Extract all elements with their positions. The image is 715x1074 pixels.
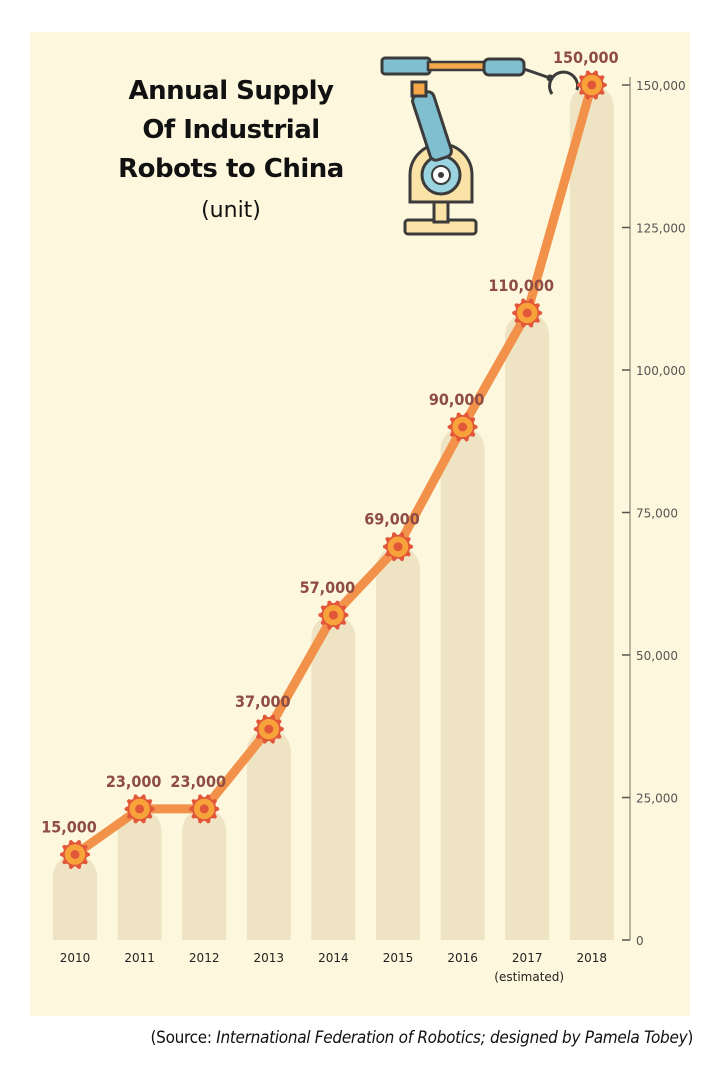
bar-2013: [246, 729, 291, 940]
bars-layer: [53, 85, 614, 940]
marker-2010: [60, 839, 90, 870]
x-tick-label-2012: 2012: [189, 951, 220, 965]
data-label-2016: 90,000: [429, 390, 485, 409]
bar-2011: [117, 808, 162, 940]
data-label-2010: 15,000: [41, 818, 97, 837]
chart-title-line-1: Annual Supply: [128, 76, 334, 106]
data-label-2015: 69,000: [364, 510, 420, 529]
marker-2017: [512, 298, 543, 328]
data-label-2011: 23,000: [106, 772, 162, 791]
y-tick-label: 0: [636, 934, 644, 948]
marker-2013: [253, 714, 284, 744]
y-tick-label: 25,000: [636, 792, 678, 806]
x-tick-label-2011: 2011: [124, 951, 155, 965]
y-tick-label: 150,000: [636, 79, 686, 93]
bar-2014: [311, 615, 356, 940]
bar-2017: [505, 313, 550, 940]
chart-panel: 0 25,000 50,000 75,000 100,000 125,000 150,000…: [30, 32, 690, 1016]
source-organization: International Federation of Robotics: [216, 1028, 481, 1048]
bar-2012: [182, 808, 227, 940]
line-chart: 0 25,000 50,000 75,000 100,000 125,000 150,000…: [41, 48, 686, 984]
data-label-2017: 110,000: [488, 276, 554, 295]
source-caption: (Source: International Federation of Rob…: [150, 1028, 693, 1048]
x-tick-label-2017: 2017: [512, 951, 543, 965]
data-label-2012: 23,000: [170, 772, 226, 791]
data-label-2013: 37,000: [235, 692, 291, 711]
bar-2010: [53, 854, 97, 940]
marker-2016: [447, 412, 478, 442]
marker-2015: [383, 532, 413, 562]
x-axis: 2010 2011 2012 2013 2014 2015 2016 2017 (estimat…: [60, 951, 607, 984]
data-label-2014: 57,000: [300, 578, 356, 597]
y-axis: 0 25,000 50,000 75,000 100,000 125,000 150,000: [622, 77, 686, 948]
bar-2015: [376, 546, 420, 940]
data-labels-layer: 15,000 23,000 23,000 37,000 57,000 69,000 90,0…: [41, 48, 618, 837]
y-tick-label: 125,000: [636, 222, 686, 236]
data-label-2018: 150,000: [553, 48, 619, 67]
marker-2012: [189, 794, 220, 824]
x-tick-label-2016: 2016: [447, 951, 478, 965]
source-suffix: ): [687, 1028, 693, 1048]
marker-2014: [318, 600, 349, 630]
chart-subtitle: (unit): [201, 198, 261, 223]
y-tick-label: 50,000: [636, 649, 678, 663]
x-tick-label-2015: 2015: [383, 951, 414, 965]
x-tick-label-2014: 2014: [318, 951, 349, 965]
source-designer: ; designed by Pamela Tobey: [480, 1028, 688, 1048]
source-prefix: (Source:: [150, 1028, 217, 1048]
bar-2018: [569, 85, 614, 940]
y-tick-label: 75,000: [636, 507, 678, 521]
bar-2016: [440, 427, 485, 940]
y-tick-label: 100,000: [636, 364, 686, 378]
x-tick-note: (estimated): [494, 970, 564, 984]
x-tick-label-2018: 2018: [577, 951, 608, 965]
chart-title-line-2: Of Industrial: [142, 115, 320, 145]
x-tick-label-2010: 2010: [60, 951, 91, 965]
x-tick-label-2013: 2013: [254, 951, 285, 965]
marker-2011: [124, 794, 155, 824]
markers-layer: [60, 70, 607, 870]
chart-title-line-3: Robots to China: [118, 154, 344, 184]
marker-2018: [576, 70, 607, 100]
robot-arm-icon: [380, 56, 580, 236]
